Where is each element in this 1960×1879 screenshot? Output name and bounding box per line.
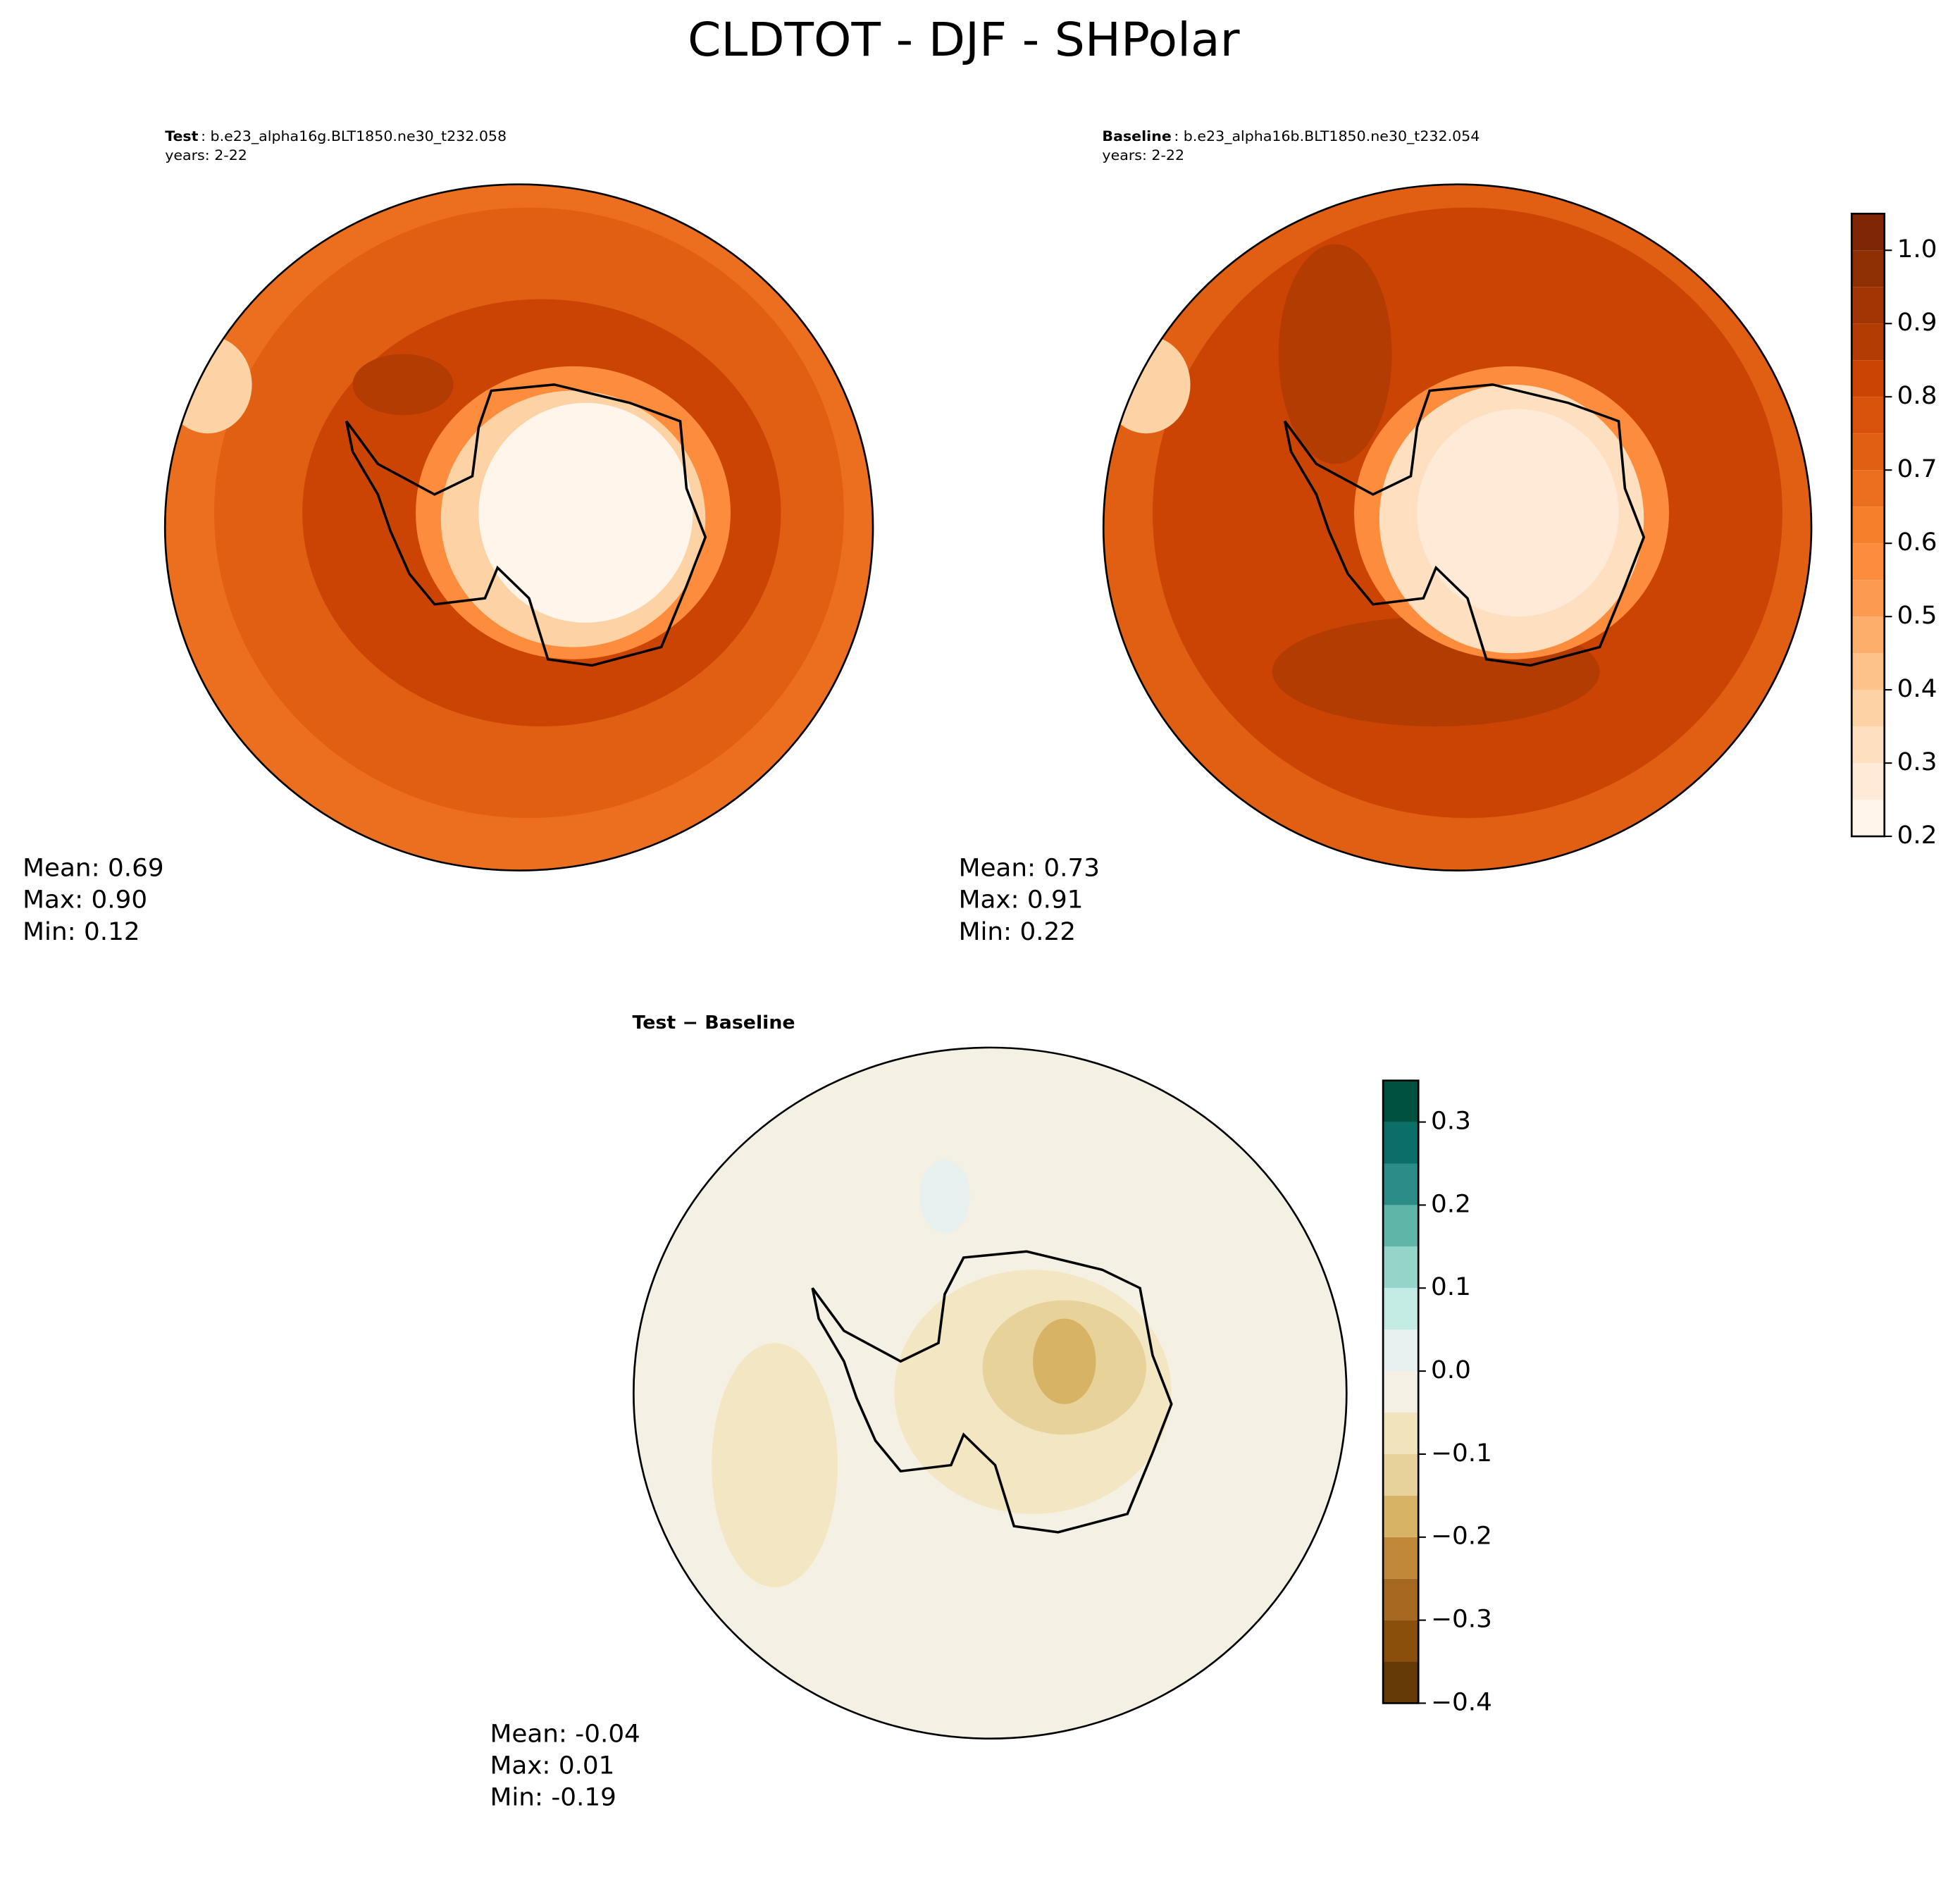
colorbar-segment (1383, 1205, 1419, 1247)
stat-line: Max: 0.91 (959, 886, 1084, 914)
colorbar-segment (1852, 616, 1885, 654)
panel-title: Test: b.e23_alpha16g.BLT1850.ne30_t232.0… (165, 128, 507, 144)
stat-line: Min: 0.22 (959, 917, 1076, 945)
colorbar-segment (1852, 323, 1885, 361)
colorbar-segment (1852, 800, 1885, 837)
stat-line: Max: 0.90 (23, 886, 147, 914)
colorbar-segment (1852, 397, 1885, 434)
colorbar-segment (1383, 1578, 1419, 1620)
colorbar-segment (1383, 1537, 1419, 1579)
colorbar-tick-label: −0.1 (1431, 1439, 1492, 1467)
colorbar-tick-label: 0.0 (1431, 1356, 1471, 1384)
stat-line: Mean: -0.04 (490, 1720, 640, 1748)
colorbar-segment (1383, 1163, 1419, 1205)
colorbar-tick-label: 0.5 (1897, 601, 1937, 629)
colorbar-segment (1852, 360, 1885, 397)
panel-subtitle: years: 2-22 (165, 147, 247, 164)
panel-title-text: : b.e23_alpha16b.BLT1850.ne30_t232.054 (1174, 128, 1480, 144)
colorbar-tick-label: −0.2 (1431, 1522, 1492, 1550)
panel-title-text: : b.e23_alpha16g.BLT1850.ne30_t232.058 (201, 128, 507, 144)
colorbar-segment (1383, 1413, 1419, 1454)
colorbar-segment (1852, 250, 1885, 287)
colorbar-tick-label: 0.3 (1431, 1107, 1471, 1135)
map-baseline (1103, 184, 1812, 871)
colorbar-segment (1852, 287, 1885, 324)
colorbar-segment (1383, 1495, 1419, 1537)
colorbar-segment (1852, 470, 1885, 507)
colorbar-tick-label: 0.4 (1897, 674, 1937, 702)
colorbar-frame (1382, 1079, 1420, 1704)
colorbar-segment (1383, 1122, 1419, 1164)
colorbar-segment (1383, 1329, 1419, 1372)
colorbar-segment (1383, 1288, 1419, 1330)
colorbar-segment (1852, 763, 1885, 800)
colorbar-tick-label: 0.1 (1431, 1273, 1471, 1301)
colorbar-tick-label: 0.2 (1431, 1190, 1471, 1218)
colorbar-tick-label: 0.7 (1897, 455, 1937, 483)
colorbar-segment (1852, 507, 1885, 544)
panel-title: Test − Baseline (633, 1012, 795, 1034)
colorbar-tick-label: 1.0 (1897, 235, 1937, 263)
colorbar-tick-label: 0.3 (1897, 748, 1937, 776)
colorbar-segment (1852, 213, 1885, 251)
colorbar-tick-label: 0.9 (1897, 309, 1937, 337)
panel-title: Baseline: b.e23_alpha16b.BLT1850.ne30_t2… (1102, 128, 1480, 144)
colorbar-segment (1383, 1080, 1419, 1122)
stat-line: Min: -0.19 (490, 1783, 616, 1811)
colorbar-segment (1383, 1661, 1419, 1704)
stat-line: Max: 0.01 (490, 1751, 615, 1780)
colorbar-segment (1852, 690, 1885, 727)
colorbar-segment (1852, 433, 1885, 471)
colorbar-segment (1383, 1453, 1419, 1496)
panel-title-bold: Test − Baseline (633, 1012, 795, 1034)
stat-line: Mean: 0.73 (959, 854, 1100, 882)
map-difference (633, 1047, 1347, 1739)
stat-line: Min: 0.12 (23, 917, 139, 945)
panel-subtitle: years: 2-22 (1102, 147, 1184, 164)
panel-title-bold: Test (165, 128, 199, 144)
colorbar-segment (1383, 1371, 1419, 1413)
colorbar-segment (1852, 726, 1885, 764)
colorbar-tick-label: 0.2 (1897, 821, 1937, 849)
colorbar-frame (1850, 212, 1886, 838)
panel-title-bold: Baseline (1102, 128, 1171, 144)
stat-line: Mean: 0.69 (23, 854, 163, 882)
colorbar-segment (1852, 653, 1885, 690)
colorbar-segment (1383, 1620, 1419, 1662)
colorbar-segment (1383, 1246, 1419, 1289)
colorbar-segment (1852, 580, 1885, 617)
colorbar-segment (1852, 543, 1885, 581)
colorbar-tick-label: 0.8 (1897, 382, 1937, 410)
suptitle: CLDTOT - DJF - SHPolar (688, 13, 1240, 67)
colorbar-tick-label: −0.4 (1431, 1688, 1492, 1716)
map-test (165, 184, 874, 871)
colorbar-tick-label: −0.3 (1431, 1605, 1492, 1633)
colorbar-tick-label: 0.6 (1897, 528, 1937, 557)
